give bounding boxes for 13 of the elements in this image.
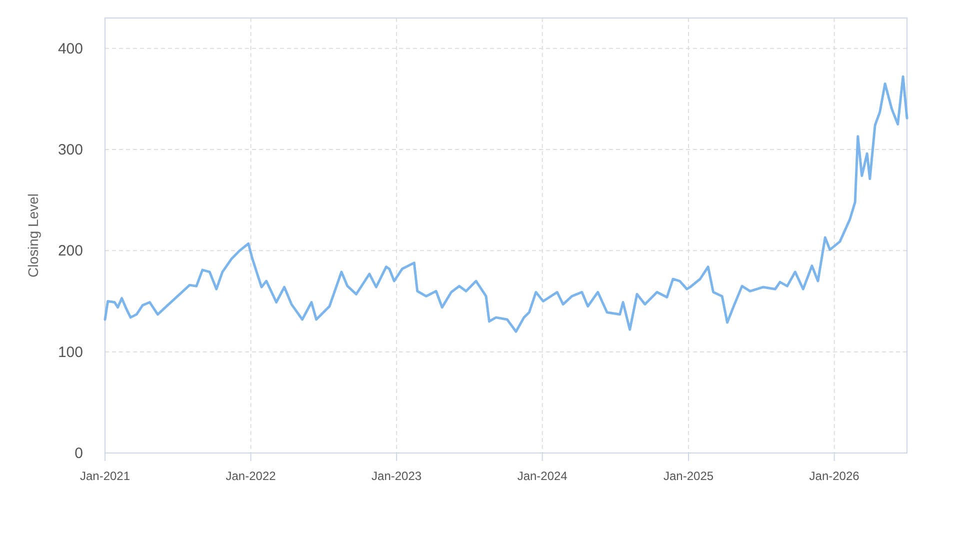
x-tick-label: Jan-2022 — [226, 469, 276, 483]
x-tick-label: Jan-2026 — [809, 469, 860, 483]
y-tick-label: 300 — [58, 142, 83, 159]
y-tick-label: 0 — [74, 445, 83, 462]
y-tick-label: 100 — [58, 344, 83, 361]
x-tick-label: Jan-2025 — [664, 469, 714, 483]
y-tick-label: 400 — [58, 40, 83, 58]
y-tick-label: 200 — [58, 242, 83, 260]
x-tick-label: Jan-2023 — [372, 469, 422, 483]
x-tick-label: Jan-2021 — [80, 469, 130, 483]
x-tick-label: Jan-2024 — [517, 469, 568, 483]
line-series — [104, 75, 908, 333]
y-axis-title: Closing Level — [25, 193, 41, 278]
